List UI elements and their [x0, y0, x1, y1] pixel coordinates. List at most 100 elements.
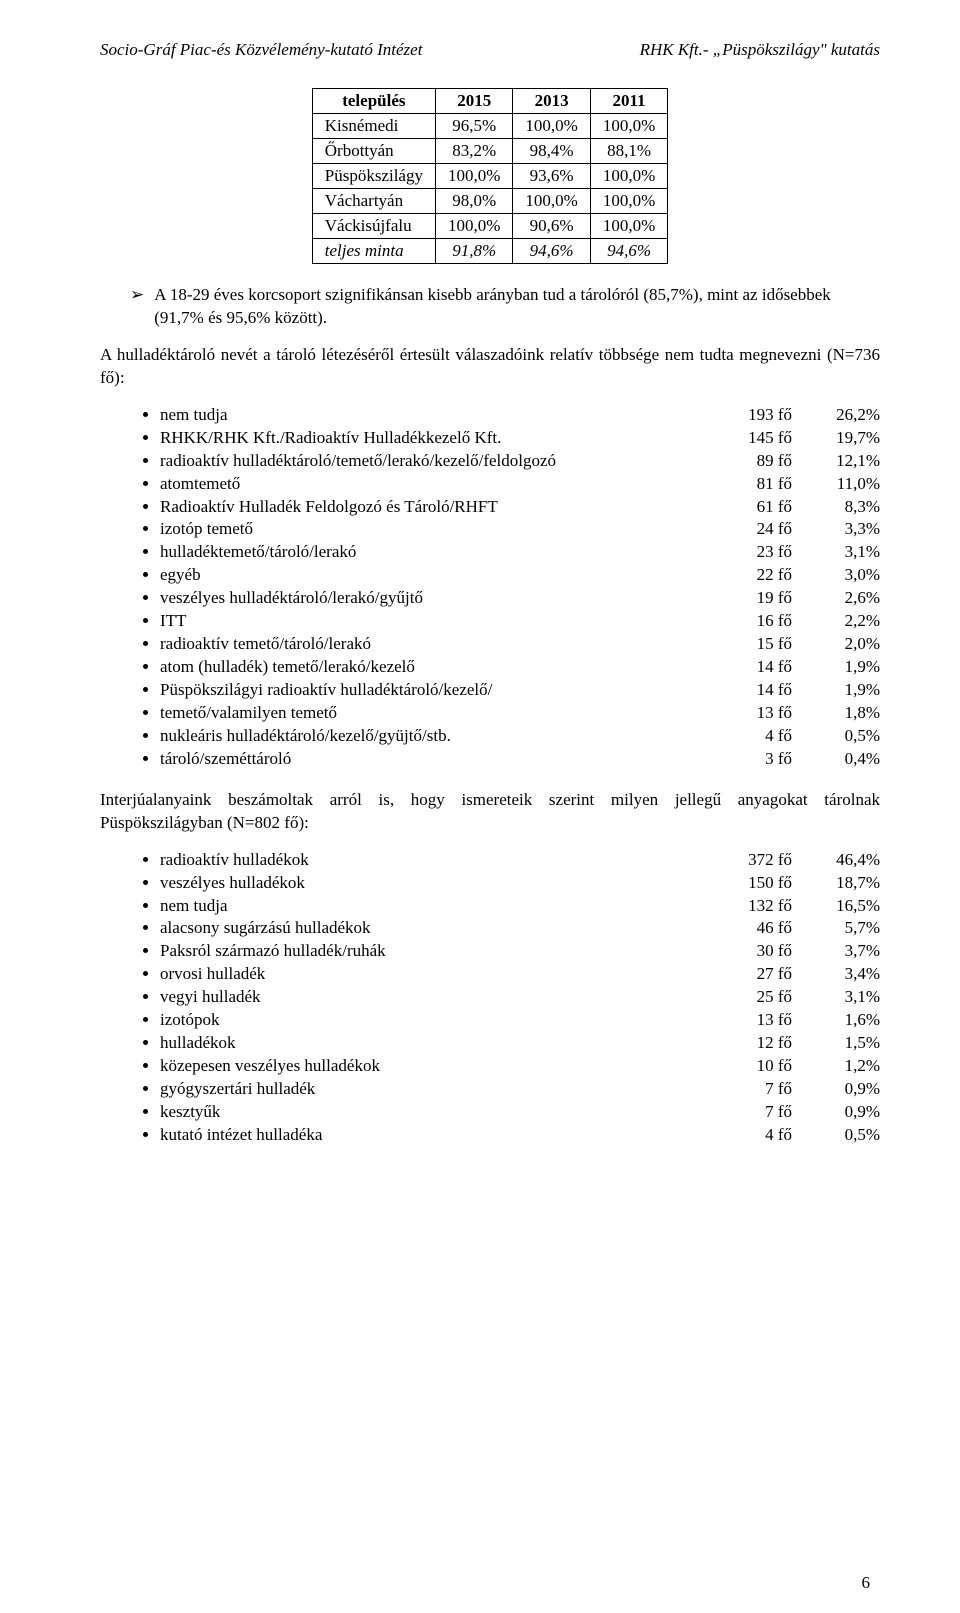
item-count: 7 fő: [722, 1101, 810, 1124]
item-pct: 3,1%: [810, 541, 880, 564]
item-label: RHKK/RHK Kft./Radioaktív Hulladékkezelő …: [160, 427, 722, 450]
item-label: Paksról származó hulladék/ruhák: [160, 940, 722, 963]
th-2015: 2015: [435, 89, 512, 114]
item-label: nem tudja: [160, 404, 722, 427]
list-item: egyéb22 fő3,0%: [160, 564, 880, 587]
item-label: veszélyes hulladéktároló/lerakó/gyűjtő: [160, 587, 722, 610]
item-count: 13 fő: [722, 1009, 810, 1032]
item-pct: 1,5%: [810, 1032, 880, 1055]
item-count: 145 fő: [722, 427, 810, 450]
item-label: atomtemető: [160, 473, 722, 496]
page: Socio-Gráf Piac-és Közvélemény-kutató In…: [0, 0, 960, 1613]
item-pct: 3,1%: [810, 986, 880, 1009]
arrow-icon: ➢: [130, 284, 144, 330]
page-header: Socio-Gráf Piac-és Közvélemény-kutató In…: [100, 40, 880, 60]
cell-label: Váckisújfalu: [312, 214, 435, 239]
item-count: 4 fő: [722, 725, 810, 748]
cell-label: Váchartyán: [312, 189, 435, 214]
item-label: izotóp temető: [160, 518, 722, 541]
item-pct: 1,6%: [810, 1009, 880, 1032]
th-settlement: település: [312, 89, 435, 114]
cell-2013: 90,6%: [513, 214, 590, 239]
cell-2013: 100,0%: [513, 189, 590, 214]
highlight-text: A 18-29 éves korcsoport szignifikánsan k…: [154, 284, 880, 330]
item-count: 27 fő: [722, 963, 810, 986]
item-count: 10 fő: [722, 1055, 810, 1078]
list-item: radioaktív hulladékok372 fő46,4%: [160, 849, 880, 872]
item-label: egyéb: [160, 564, 722, 587]
list-item: nukleáris hulladéktároló/kezelő/gyüjtő/s…: [160, 725, 880, 748]
item-count: 16 fő: [722, 610, 810, 633]
cell-total-2013: 94,6%: [513, 239, 590, 264]
item-pct: 2,2%: [810, 610, 880, 633]
item-count: 19 fő: [722, 587, 810, 610]
cell-label: Kisnémedi: [312, 114, 435, 139]
cell-2013: 93,6%: [513, 164, 590, 189]
item-pct: 1,9%: [810, 656, 880, 679]
item-pct: 2,0%: [810, 633, 880, 656]
item-count: 14 fő: [722, 656, 810, 679]
item-count: 14 fő: [722, 679, 810, 702]
table-row: Váckisújfalu100,0%90,6%100,0%: [312, 214, 668, 239]
item-pct: 0,5%: [810, 725, 880, 748]
item-pct: 0,4%: [810, 748, 880, 771]
cell-total-2015: 91,8%: [435, 239, 512, 264]
cell-total-label: teljes minta: [312, 239, 435, 264]
item-pct: 3,7%: [810, 940, 880, 963]
item-label: közepesen veszélyes hulladékok: [160, 1055, 722, 1078]
table-total-row: teljes minta91,8%94,6%94,6%: [312, 239, 668, 264]
table-row: Kisnémedi96,5%100,0%100,0%: [312, 114, 668, 139]
table-header-row: település 2015 2013 2011: [312, 89, 668, 114]
th-2011: 2011: [590, 89, 667, 114]
header-right: RHK Kft.- „Püspökszilágy" kutatás: [640, 40, 880, 60]
settlement-table: település 2015 2013 2011 Kisnémedi96,5%1…: [312, 88, 669, 264]
item-label: Radioaktív Hulladék Feldolgozó és Tároló…: [160, 496, 722, 519]
list-item: tároló/szeméttároló3 fő0,4%: [160, 748, 880, 771]
item-label: veszélyes hulladékok: [160, 872, 722, 895]
item-label: kesztyűk: [160, 1101, 722, 1124]
item-pct: 0,5%: [810, 1124, 880, 1147]
item-pct: 16,5%: [810, 895, 880, 918]
list-item: Paksról származó hulladék/ruhák30 fő3,7%: [160, 940, 880, 963]
table-row: Őrbottyán83,2%98,4%88,1%: [312, 139, 668, 164]
page-number: 6: [862, 1573, 871, 1593]
item-count: 4 fő: [722, 1124, 810, 1147]
item-label: nukleáris hulladéktároló/kezelő/gyüjtő/s…: [160, 725, 722, 748]
list-item: vegyi hulladék25 fő3,1%: [160, 986, 880, 1009]
item-count: 81 fő: [722, 473, 810, 496]
list-item: temető/valamilyen temető13 fő1,8%: [160, 702, 880, 725]
cell-2011: 100,0%: [590, 189, 667, 214]
cell-2015: 100,0%: [435, 164, 512, 189]
list-item: alacsony sugárzású hulladékok46 fő5,7%: [160, 917, 880, 940]
cell-2011: 100,0%: [590, 164, 667, 189]
item-count: 132 fő: [722, 895, 810, 918]
cell-2011: 88,1%: [590, 139, 667, 164]
cell-2013: 98,4%: [513, 139, 590, 164]
item-label: hulladéktemető/tároló/lerakó: [160, 541, 722, 564]
cell-label: Püspökszilágy: [312, 164, 435, 189]
list-item: kesztyűk7 fő0,9%: [160, 1101, 880, 1124]
materials-list: radioaktív hulladékok372 fő46,4%veszélye…: [100, 849, 880, 1147]
item-label: radioaktív hulladéktároló/temető/lerakó/…: [160, 450, 722, 473]
item-pct: 1,8%: [810, 702, 880, 725]
item-label: nem tudja: [160, 895, 722, 918]
cell-2015: 100,0%: [435, 214, 512, 239]
item-label: radioaktív temető/tároló/lerakó: [160, 633, 722, 656]
cell-2015: 98,0%: [435, 189, 512, 214]
list-item: atomtemető81 fő11,0%: [160, 473, 880, 496]
list-item: nem tudja193 fő26,2%: [160, 404, 880, 427]
item-pct: 46,4%: [810, 849, 880, 872]
item-pct: 19,7%: [810, 427, 880, 450]
list-item: kutató intézet hulladéka4 fő0,5%: [160, 1124, 880, 1147]
item-label: Püspökszilágyi radioaktív hulladéktároló…: [160, 679, 722, 702]
item-count: 193 fő: [722, 404, 810, 427]
th-2013: 2013: [513, 89, 590, 114]
cell-2011: 100,0%: [590, 214, 667, 239]
item-label: ITT: [160, 610, 722, 633]
item-pct: 1,9%: [810, 679, 880, 702]
item-label: izotópok: [160, 1009, 722, 1032]
item-pct: 11,0%: [810, 473, 880, 496]
item-pct: 0,9%: [810, 1101, 880, 1124]
list-item: ITT16 fő2,2%: [160, 610, 880, 633]
item-pct: 3,0%: [810, 564, 880, 587]
